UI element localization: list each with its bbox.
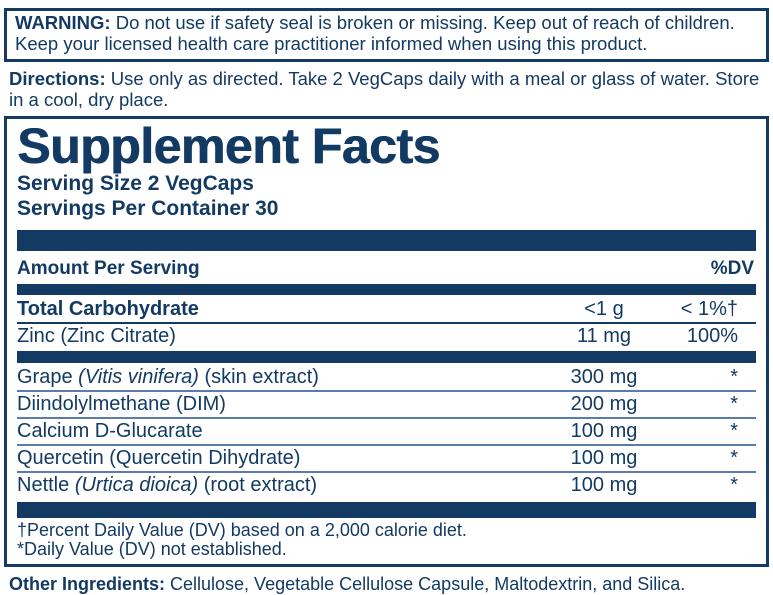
nutrient-name: Zinc (Zinc Citrate) — [17, 324, 176, 347]
servings-per-container: Servings Per Container 30 — [17, 196, 279, 220]
directions-text: Use only as directed. Take 2 VegCaps dai… — [9, 67, 760, 110]
panel-title: Supplement Facts — [17, 118, 440, 175]
ingredient-name-post: (skin extract) — [198, 365, 319, 388]
ingredient-name-latin: (Vitis vinifera) — [78, 365, 199, 388]
ingredient-name-latin: (Urtica dioica) — [74, 473, 199, 496]
footnotes: †Percent Daily Value (DV) based on a 2,0… — [17, 519, 756, 560]
ingredient-row-nettle: Nettle (Urtica dioica) (root extract) 10… — [17, 473, 756, 498]
supplement-facts-panel: Supplement Facts Serving Size 2 VegCaps … — [4, 116, 769, 567]
row-divider — [17, 416, 756, 419]
ingredient-row-quercetin: Quercetin (Quercetin Dihydrate) 100 mg * — [17, 446, 756, 471]
top-divider-bar — [17, 229, 756, 251]
header-divider-bar — [17, 283, 756, 295]
nutrient-dv: 100% — [686, 324, 738, 347]
nutrient-dv: < 1%† — [680, 297, 738, 320]
ingredient-name-pre: Nettle — [17, 473, 75, 496]
ingredient-name: Calcium D-Glucarate — [17, 420, 526, 442]
dv-header: %DV — [710, 257, 754, 279]
footnote-not-established: *Daily Value (DV) not established. — [17, 539, 287, 560]
ingredient-name: Nettle (Urtica dioica) (root extract) — [17, 474, 526, 496]
ingredient-dv: * — [730, 446, 738, 469]
ingredient-name: Grape (Vitis vinifera) (skin extract) — [17, 366, 526, 388]
footnote-daily-value: †Percent Daily Value (DV) based on a 2,0… — [17, 519, 467, 540]
warning-box: WARNING: Do not use if safety seal is br… — [4, 8, 769, 62]
warning-text: Do not use if safety seal is broken or m… — [15, 12, 735, 55]
ingredient-dv: * — [730, 365, 738, 388]
directions-label: Directions: — [9, 67, 106, 89]
ingredient-name-pre: Calcium D-Glucarate — [17, 419, 203, 442]
ingredient-name-post: (root extract) — [198, 473, 318, 496]
ingredient-amount: 200 mg — [570, 392, 638, 415]
ingredient-row-calcium-d-glucarate: Calcium D-Glucarate 100 mg * — [17, 419, 756, 444]
ingredient-name: Diindolylmethane (DIM) — [17, 393, 526, 415]
ingredient-name-pre: Quercetin (Quercetin Dihydrate) — [17, 446, 301, 469]
ingredient-amount: 100 mg — [570, 446, 638, 469]
ingredient-row-grape: Grape (Vitis vinifera) (skin extract) 30… — [17, 365, 756, 390]
ingredient-name: Quercetin (Quercetin Dihydrate) — [17, 447, 526, 469]
ingredient-amount: 100 mg — [570, 419, 638, 442]
warning-label: WARNING: — [15, 12, 111, 33]
other-ingredients-text: Cellulose, Vegetable Cellulose Capsule, … — [165, 573, 686, 594]
nutrient-row-zinc: Zinc (Zinc Citrate) 11 mg 100% — [17, 324, 756, 349]
ingredient-name-pre: Grape — [17, 365, 79, 388]
nutrients-divider-bar — [17, 350, 756, 363]
column-header-row: Amount Per Serving %DV — [17, 255, 756, 283]
nutrient-name: Total Carbohydrate — [17, 297, 199, 320]
directions: Directions: Use only as directed. Take 2… — [9, 68, 764, 111]
nutrient-amount: 11 mg — [576, 324, 632, 347]
serving-size: Serving Size 2 VegCaps — [17, 172, 254, 196]
ingredient-dv: * — [730, 473, 738, 496]
ingredient-row-dim: Diindolylmethane (DIM) 200 mg * — [17, 392, 756, 417]
ingredient-dv: * — [730, 392, 738, 415]
amount-per-serving-header: Amount Per Serving — [17, 257, 200, 279]
footnote-divider-bar — [17, 501, 756, 518]
ingredient-name-pre: Diindolylmethane (DIM) — [17, 392, 226, 415]
row-divider — [17, 470, 756, 473]
ingredient-amount: 300 mg — [570, 365, 638, 388]
nutrient-amount: <1 g — [584, 297, 624, 320]
other-ingredients-label: Other Ingredients: — [9, 573, 166, 594]
ingredient-dv: * — [730, 419, 738, 442]
nutrient-row-total-carbohydrate: Total Carbohydrate <1 g < 1%† — [17, 297, 756, 322]
other-ingredients: Other Ingredients: Cellulose, Vegetable … — [9, 574, 764, 595]
ingredient-amount: 100 mg — [570, 473, 638, 496]
row-divider — [17, 321, 756, 324]
row-divider — [17, 443, 756, 446]
row-divider — [17, 389, 756, 392]
